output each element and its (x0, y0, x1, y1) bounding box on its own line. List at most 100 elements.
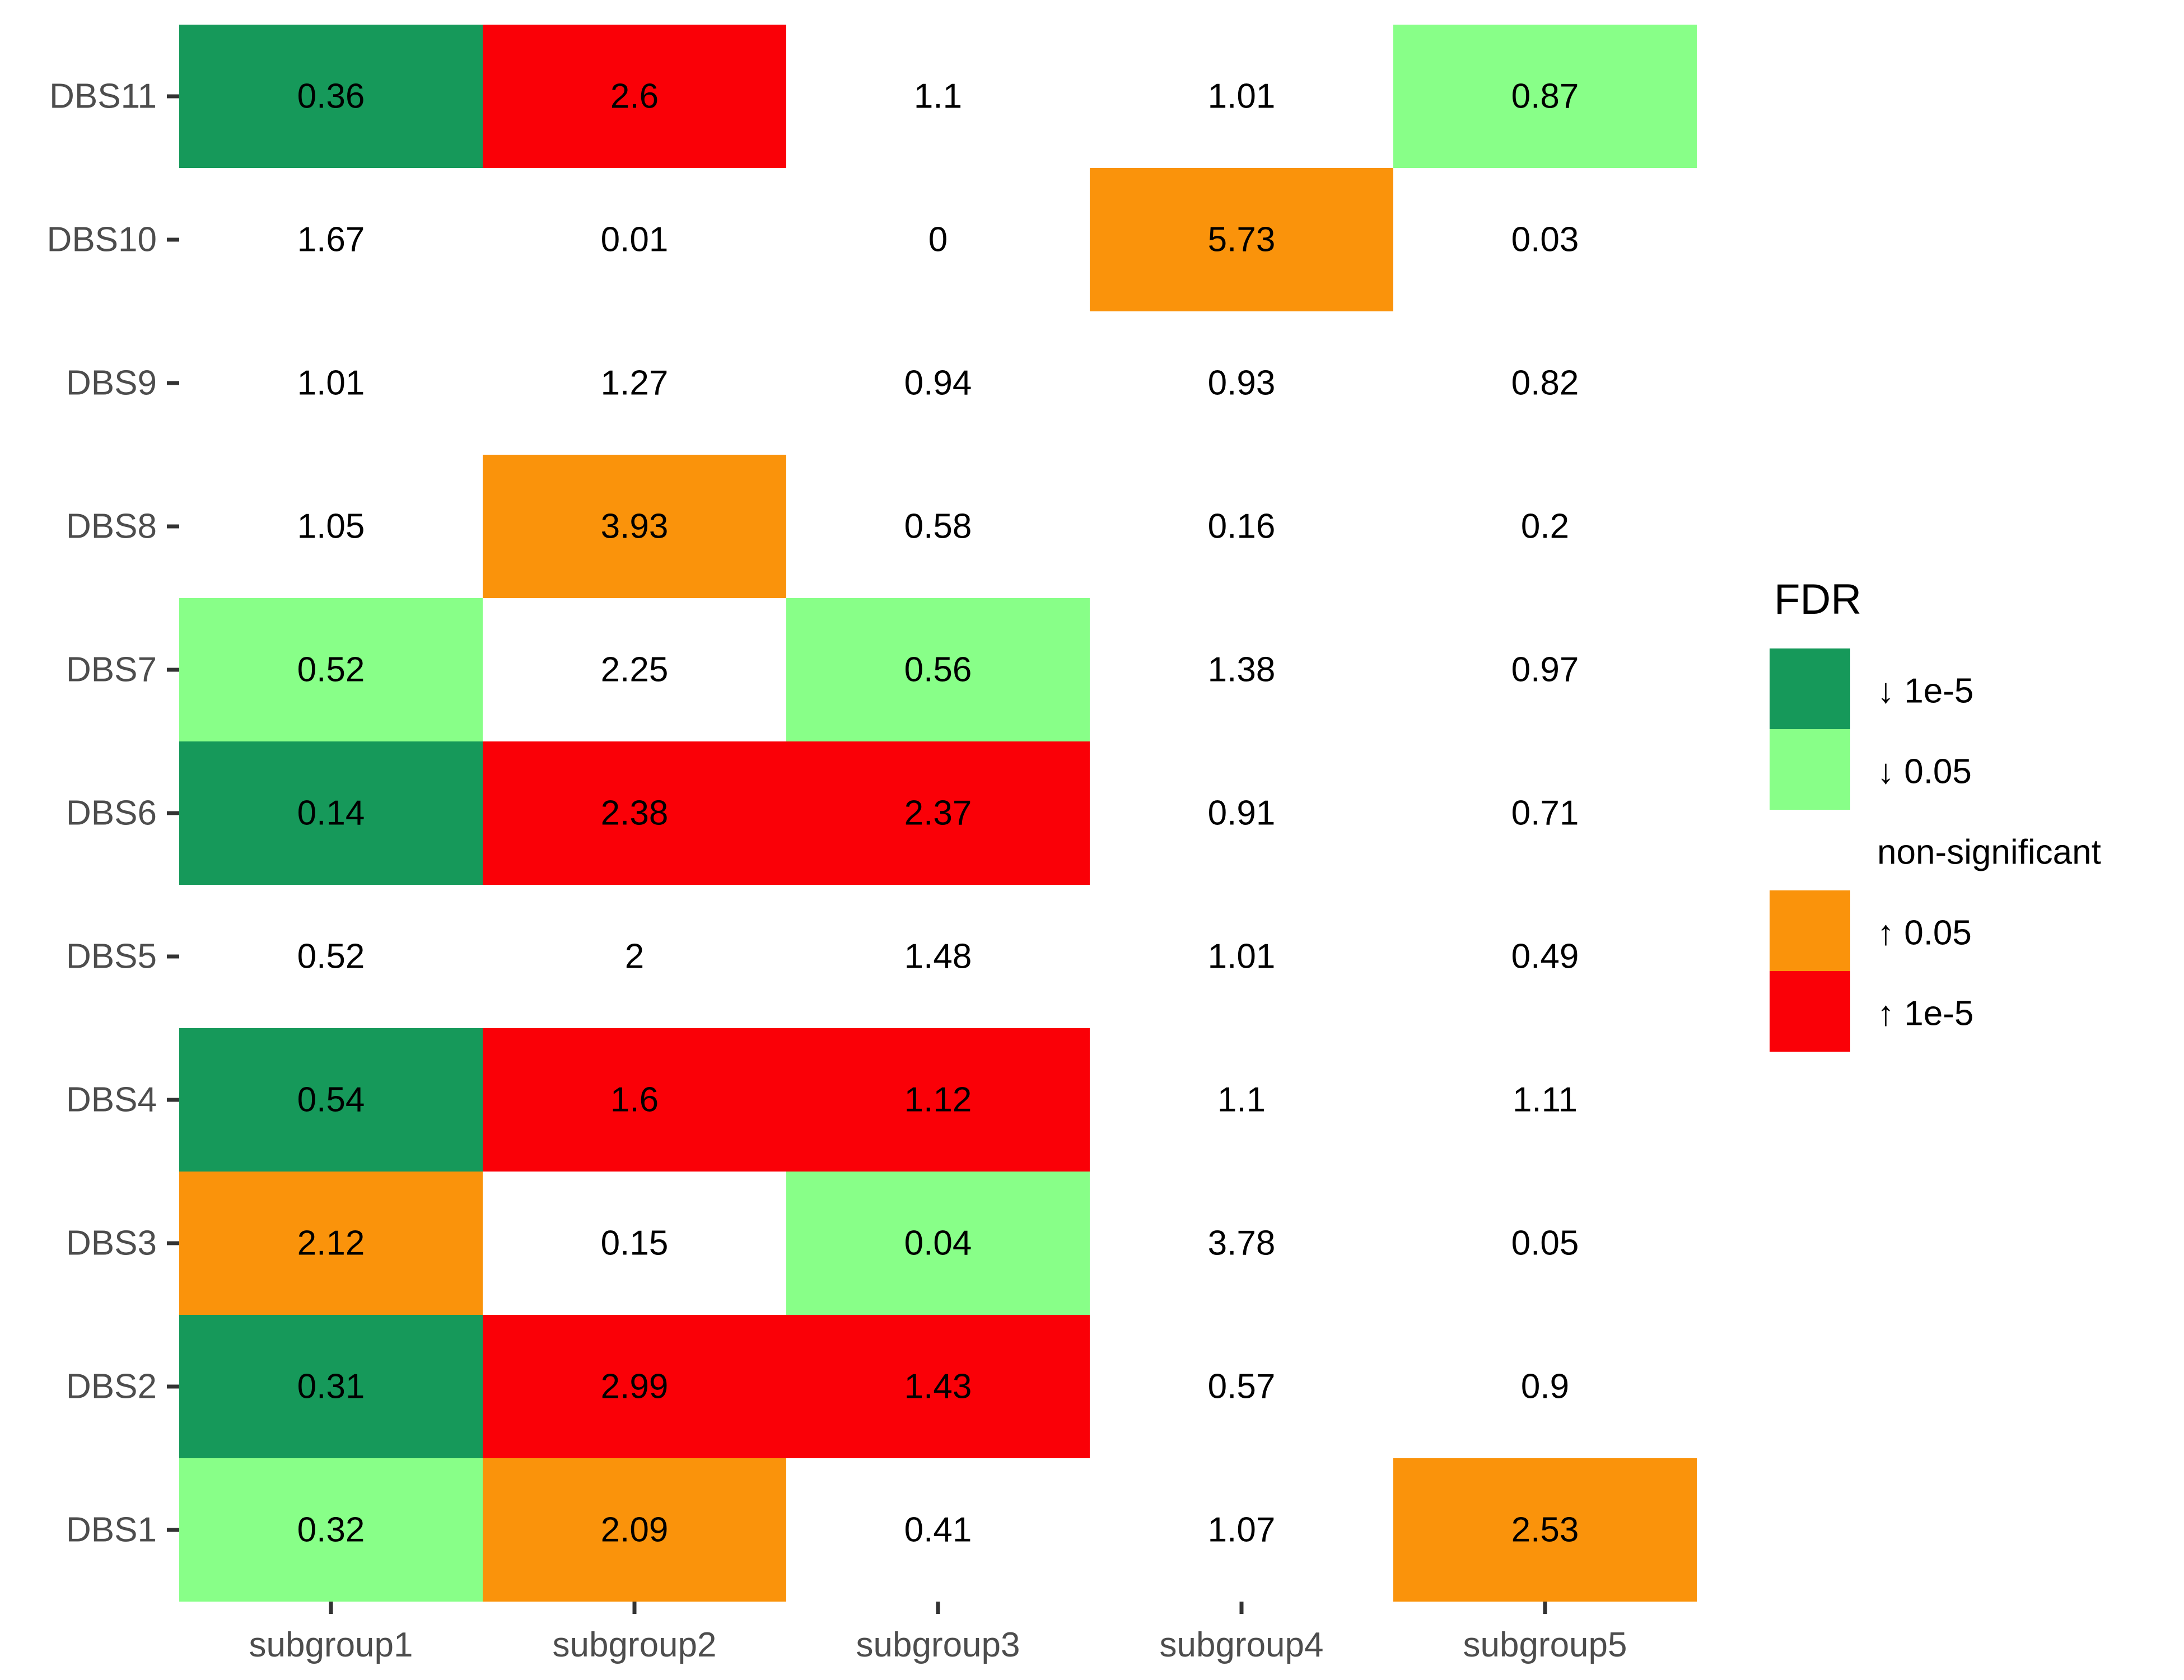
heatmap-cell (179, 598, 483, 741)
cell-value-label: 2.38 (601, 794, 669, 833)
y-axis: DBS1 DBS2 DBS3 DBS4 DBS5 DBS6 DBS7 DBS8 DBS9 DBS1… (47, 77, 179, 1550)
cell-value-label: 0.15 (601, 1224, 669, 1263)
heatmap-cell (1090, 168, 1393, 311)
heatmap-cell (1393, 168, 1697, 311)
heatmap-cell (1090, 1315, 1393, 1458)
x-tick-label: subgroup4 (1159, 1626, 1323, 1664)
cell-value-label: 0.57 (1208, 1368, 1276, 1406)
cell-value-label: 0.01 (601, 221, 669, 259)
heatmap-cell (179, 885, 483, 1028)
cell-value-label: 2.25 (601, 651, 669, 689)
heatmap-cell (786, 598, 1090, 741)
cell-value-label: 1.01 (1208, 937, 1276, 976)
cell-value-label: 0.52 (297, 651, 365, 689)
heatmap-cell (179, 168, 483, 311)
heatmap-cell (179, 1458, 483, 1602)
heatmap-cell (786, 885, 1090, 1028)
cell-value-label: 1.67 (297, 221, 365, 259)
cell-value-label: 1.05 (297, 507, 365, 546)
cell-value-label: 1.27 (601, 364, 669, 403)
cell-value-label: 2 (625, 937, 644, 976)
heatmap-cell (1393, 598, 1697, 741)
cell-value-label: 2.12 (297, 1224, 365, 1263)
cell-value-label: 1.01 (297, 364, 365, 403)
cell-value-label: 0.16 (1208, 507, 1276, 546)
cell-value-label: 0.71 (1511, 794, 1579, 833)
cell-value-label: 0.49 (1511, 937, 1579, 976)
cell-value-label: 0.2 (1521, 507, 1569, 546)
cell-value-label: 1.48 (904, 937, 972, 976)
legend-key (1770, 890, 1850, 971)
y-tick-label: DBS8 (66, 507, 157, 546)
heatmap-cell (1090, 25, 1393, 168)
heatmap-cell (1090, 598, 1393, 741)
legend-items: ↓ 1e-5 ↓ 0.05 non-significant ↑ 0.05 ↑ 1e-5 (1770, 648, 2101, 1052)
heatmap-cell (483, 168, 786, 311)
y-tick-label: DBS7 (66, 651, 157, 689)
cell-value-label: 0.31 (297, 1368, 365, 1406)
heatmap-cell (1393, 1028, 1697, 1172)
x-tick-label: subgroup5 (1463, 1626, 1627, 1664)
y-tick-label: DBS3 (66, 1224, 157, 1263)
heatmap-cell (786, 1315, 1090, 1458)
y-tick-label: DBS1 (66, 1511, 157, 1550)
cell-value-label: 0.14 (297, 794, 365, 833)
cell-value-label: 1.1 (1217, 1081, 1266, 1119)
heatmap-cell (786, 1028, 1090, 1172)
cell-value-label: 0.58 (904, 507, 972, 546)
heatmap-cell (1393, 1458, 1697, 1602)
heatmap-cell (786, 455, 1090, 598)
cell-value-label: 0.32 (297, 1511, 365, 1550)
heatmap-cell (786, 1458, 1090, 1602)
heatmap-cell (483, 598, 786, 741)
cell-value-label: 0.54 (297, 1081, 365, 1119)
heatmap-cell (483, 885, 786, 1028)
y-tick-label: DBS4 (66, 1081, 157, 1119)
cell-value-label: 0.9 (1521, 1368, 1569, 1406)
cell-value-label: 1.6 (610, 1081, 659, 1119)
cell-value-label: 2.99 (601, 1368, 669, 1406)
cell-value-label: 2.6 (610, 77, 659, 116)
heatmap-cell (1090, 741, 1393, 885)
heatmap-cell (483, 1028, 786, 1172)
heatmap-cell (179, 455, 483, 598)
heatmap-cell (179, 1172, 483, 1315)
y-tick-label: DBS5 (66, 937, 157, 976)
legend-label: ↑ 1e-5 (1877, 995, 1973, 1033)
heatmap-cell (483, 1315, 786, 1458)
heatmap-cell-labels: 0.32 2.09 0.41 1.07 2.53 0.31 2.99 1.43 0.57 0.9 2… (297, 77, 1579, 1550)
heatmap-cell (1393, 1172, 1697, 1315)
legend-title: FDR (1774, 576, 1861, 623)
y-tick-label: DBS9 (66, 364, 157, 403)
cell-value-label: 0.04 (904, 1224, 972, 1263)
heatmap-cell (786, 168, 1090, 311)
cell-value-label: 1.1 (914, 77, 962, 116)
cell-value-label: 5.73 (1208, 221, 1276, 259)
cell-value-label: 2.53 (1511, 1511, 1579, 1550)
legend-label: ↑ 0.05 (1877, 914, 1972, 953)
legend-label: ↓ 1e-5 (1877, 672, 1973, 711)
x-tick-label: subgroup1 (249, 1626, 413, 1664)
cell-value-label: 0.82 (1511, 364, 1579, 403)
heatmap-cell (1090, 455, 1393, 598)
legend-label: non-significant (1877, 833, 2101, 872)
y-tick-label: DBS6 (66, 794, 157, 833)
cell-value-label: 3.93 (601, 507, 669, 546)
cell-value-label: 1.38 (1208, 651, 1276, 689)
x-axis: subgroup1 subgroup2 subgroup3 subgroup4 subg… (249, 1602, 1627, 1664)
heatmap-cell (1090, 311, 1393, 455)
legend-key (1770, 648, 1850, 729)
cell-value-label: 0.87 (1511, 77, 1579, 116)
legend-key (1770, 729, 1850, 810)
cell-value-label: 0.56 (904, 651, 972, 689)
heatmap-cell (483, 1458, 786, 1602)
cell-value-label: 0.03 (1511, 221, 1579, 259)
cell-value-label: 0.91 (1208, 794, 1276, 833)
x-tick-label: subgroup2 (552, 1626, 716, 1664)
cell-value-label: 1.01 (1208, 77, 1276, 116)
heatmap-cell (1090, 1458, 1393, 1602)
cell-value-label: 0.41 (904, 1511, 972, 1550)
cell-value-label: 1.07 (1208, 1511, 1276, 1550)
heatmap-cell (786, 311, 1090, 455)
